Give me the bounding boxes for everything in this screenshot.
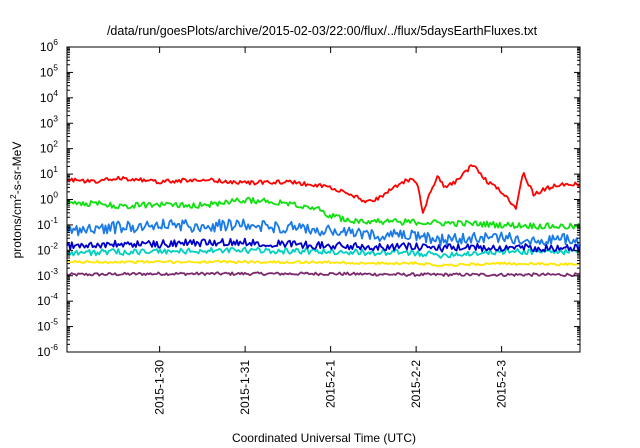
flux-series-line	[66, 271, 581, 278]
y-tick-label: 106	[40, 37, 58, 54]
flux-series-line	[66, 218, 581, 247]
y-tick-label: 10-2	[37, 240, 58, 257]
y-tick-label: 10-4	[37, 291, 58, 308]
x-axis: 2015-1-30 2015-1-31 2015-2-1 2015-2-2 2015-2…	[153, 47, 509, 415]
y-tick-label: 104	[40, 88, 58, 105]
x-axis-title: Coordinated Universal Time (UTC)	[232, 431, 416, 445]
chart-title: /data/run/goesPlots/archive/2015-02-03/2…	[107, 24, 538, 38]
x-tick-label: 2015-2-2	[409, 360, 423, 408]
y-tick-label: 10-5	[37, 317, 58, 334]
y-tick-label: 10-3	[37, 266, 58, 283]
flux-series-line	[66, 196, 581, 230]
plot-frame	[66, 46, 581, 353]
flux-series-line	[66, 246, 581, 259]
flux-series-line	[66, 237, 581, 253]
x-tick-label: 2015-1-31	[238, 360, 252, 415]
x-tick-label: 2015-2-1	[324, 360, 338, 408]
y-tick-label: 101	[40, 164, 58, 181]
y-tick-label: 102	[40, 139, 58, 156]
flux-series-line	[66, 259, 581, 268]
y-tick-label: 103	[40, 113, 58, 130]
x-tick-label: 2015-2-3	[495, 360, 509, 408]
flux-series-line	[66, 164, 581, 214]
series-layer	[66, 164, 581, 278]
y-tick-label: 105	[40, 62, 58, 79]
y-axis: 10-6 10-5 10-4 10-3 10-2 10-1 100 101 102 103 104 1…	[37, 37, 580, 359]
y-tick-label: 100	[40, 190, 58, 207]
y-axis-title: protons/cm2-s-sr-MeV	[8, 142, 24, 259]
y-tick-label: 10-1	[37, 215, 58, 232]
x-tick-label: 2015-1-30	[153, 360, 167, 415]
y-tick-label: 10-6	[37, 342, 58, 359]
